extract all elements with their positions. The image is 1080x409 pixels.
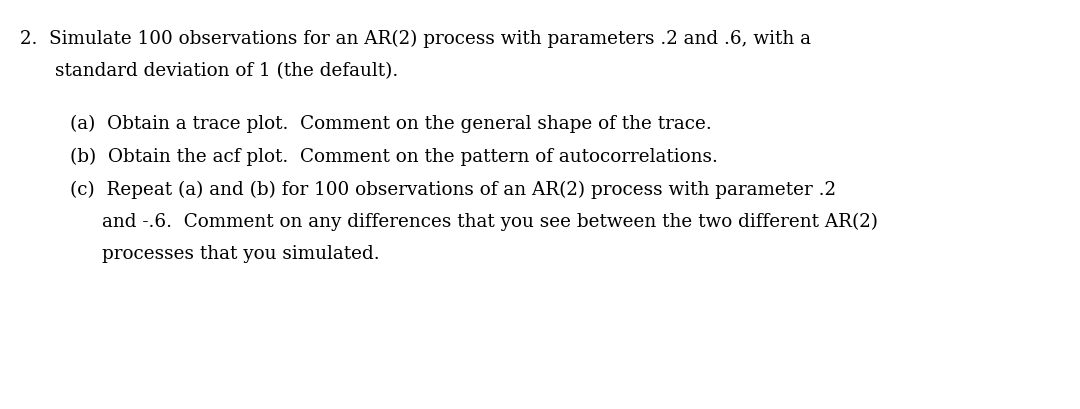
- Text: 2.  Simulate 100 observations for an AR(2) process with parameters .2 and .6, wi: 2. Simulate 100 observations for an AR(2…: [21, 30, 811, 48]
- Text: (b)  Obtain the acf plot.  Comment on the pattern of autocorrelations.: (b) Obtain the acf plot. Comment on the …: [70, 148, 718, 166]
- Text: standard deviation of 1 (the default).: standard deviation of 1 (the default).: [55, 62, 399, 80]
- Text: (c)  Repeat (a) and (b) for 100 observations of an AR(2) process with parameter : (c) Repeat (a) and (b) for 100 observati…: [70, 180, 836, 199]
- Text: processes that you simulated.: processes that you simulated.: [102, 245, 380, 262]
- Text: (a)  Obtain a trace plot.  Comment on the general shape of the trace.: (a) Obtain a trace plot. Comment on the …: [70, 115, 712, 133]
- Text: and -.6.  Comment on any differences that you see between the two different AR(2: and -.6. Comment on any differences that…: [102, 213, 878, 231]
